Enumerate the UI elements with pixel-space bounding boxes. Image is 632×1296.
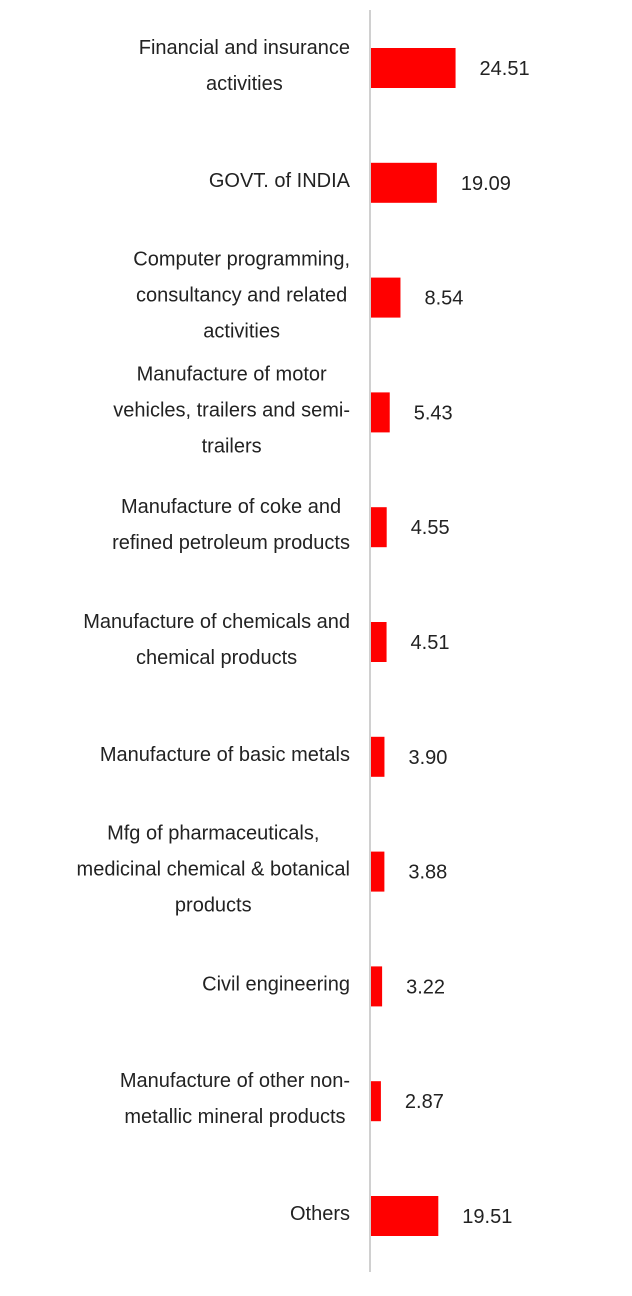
category-label-line: Manufacture of chemicals and	[83, 611, 350, 633]
category-label-line: Others	[290, 1203, 350, 1225]
category-label-line: products	[175, 895, 252, 917]
data-label: 4.51	[411, 632, 450, 654]
data-label: 3.22	[406, 976, 445, 998]
category-label-line: Manufacture of coke and	[121, 496, 341, 518]
category-label: Financial and insurance activities	[139, 37, 350, 95]
category-label-line: Manufacture of motor	[137, 363, 327, 385]
data-label: 8.54	[424, 288, 463, 310]
category-label: Manufacture of chemicals and chemical pro…	[83, 611, 350, 669]
bar	[371, 736, 385, 777]
bar	[371, 392, 390, 433]
bar	[371, 851, 385, 892]
category-label-line: Computer programming,	[133, 249, 350, 271]
category-label: Computer programming, consultancy and rel…	[133, 249, 350, 343]
category-label: Manufacture of other non-metallic minera…	[120, 1070, 350, 1128]
bar	[371, 162, 437, 203]
category-label-line: Civil engineering	[202, 973, 350, 995]
category-label-line: metallic mineral products	[124, 1106, 345, 1128]
data-label: 19.09	[461, 173, 511, 195]
category-label-line: medicinal chemical & botanical	[77, 859, 350, 881]
bar	[371, 622, 387, 662]
category-label-line: Financial and insurance	[139, 37, 350, 59]
category-label-line: chemical products	[136, 647, 297, 669]
bar	[371, 277, 401, 318]
chart-marks: 24.51 Financial and insurance activities 19…	[77, 37, 530, 1236]
category-label-line: vehicles, trailers and semi-	[113, 399, 350, 421]
category-label: Manufacture of motor vehicles, trailers a…	[113, 363, 350, 457]
bar	[371, 966, 383, 1007]
category-label: Manufacture of coke and refined petroleum…	[112, 496, 350, 554]
data-label: 2.87	[405, 1091, 444, 1113]
data-label: 24.51	[480, 58, 530, 80]
data-label: 3.88	[408, 862, 447, 884]
category-label-line: consultancy and related	[136, 285, 347, 307]
category-label-line: Mfg of pharmaceuticals,	[107, 823, 319, 845]
category-label-line: trailers	[202, 435, 262, 457]
bar	[371, 1081, 381, 1122]
category-label-line: Manufacture of basic metals	[100, 744, 350, 766]
bar	[371, 1196, 439, 1236]
category-label-line: activities	[206, 73, 283, 95]
category-label-line: Manufacture of other non-	[120, 1070, 350, 1092]
data-label: 5.43	[414, 402, 453, 424]
data-label: 4.55	[411, 517, 450, 539]
data-label: 3.90	[408, 747, 447, 769]
category-label-line: GOVT. of INDIA	[209, 170, 351, 192]
data-label: 19.51	[462, 1206, 512, 1228]
category-label-line: activities	[203, 321, 280, 343]
category-label: Others	[290, 1203, 350, 1225]
bar	[371, 48, 456, 88]
bar	[371, 507, 387, 548]
category-label: GOVT. of INDIA	[209, 170, 351, 192]
category-label: Mfg of pharmaceuticals, medicinal chemica…	[77, 823, 350, 917]
category-label: Civil engineering	[202, 973, 350, 995]
category-label-line: refined petroleum products	[112, 532, 350, 554]
category-label: Manufacture of basic metals	[100, 744, 350, 766]
